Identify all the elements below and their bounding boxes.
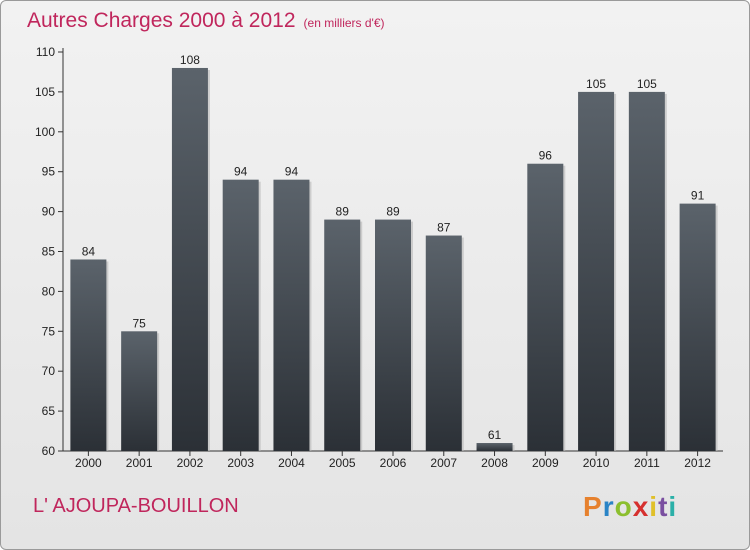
logo-letter: P bbox=[583, 491, 603, 522]
x-tick-label: 2009 bbox=[532, 456, 559, 470]
bar bbox=[628, 91, 665, 452]
logo-letter: o bbox=[614, 491, 633, 522]
bar bbox=[476, 443, 513, 451]
value-label: 91 bbox=[691, 189, 705, 203]
value-label: 94 bbox=[234, 165, 248, 179]
logo-letter: i bbox=[668, 491, 678, 522]
proxiti-logo: Proxiti bbox=[583, 491, 677, 523]
logo-letter: i bbox=[649, 491, 659, 522]
y-tick-label: 90 bbox=[42, 205, 56, 219]
y-tick-label: 80 bbox=[42, 284, 56, 298]
chart-title-unit: (en milliers d'€) bbox=[303, 16, 385, 30]
bar bbox=[222, 179, 259, 451]
x-tick-label: 2005 bbox=[329, 456, 356, 470]
logo-letter: r bbox=[602, 491, 615, 522]
value-label: 94 bbox=[285, 165, 299, 179]
x-tick-label: 2007 bbox=[430, 456, 457, 470]
bar bbox=[375, 219, 411, 451]
value-label: 105 bbox=[637, 77, 657, 91]
chart-title: Autres Charges 2000 à 2012 (en milliers d… bbox=[27, 9, 385, 33]
value-label: 61 bbox=[488, 428, 502, 442]
chart-title-main: Autres Charges 2000 à 2012 bbox=[27, 9, 296, 32]
bar bbox=[578, 91, 615, 452]
bar bbox=[324, 219, 361, 451]
bar bbox=[273, 179, 310, 451]
bars bbox=[70, 67, 718, 452]
x-tick-label: 2008 bbox=[481, 456, 508, 470]
bar bbox=[121, 331, 158, 451]
x-tick-label: 2003 bbox=[227, 456, 254, 470]
value-label: 75 bbox=[132, 316, 146, 330]
x-tick-label: 2002 bbox=[177, 456, 204, 470]
value-label: 89 bbox=[336, 205, 350, 219]
y-tick-label: 70 bbox=[42, 364, 56, 378]
y-tick-label: 95 bbox=[42, 165, 56, 179]
value-label: 105 bbox=[586, 77, 606, 91]
x-tick-label: 2001 bbox=[126, 456, 153, 470]
x-tick-label: 2006 bbox=[380, 456, 407, 470]
x-tick-label: 2012 bbox=[684, 456, 711, 470]
logo-letter: t bbox=[658, 491, 669, 522]
bar bbox=[527, 163, 564, 451]
y-tick-label: 60 bbox=[42, 444, 56, 458]
x-tick-label: 2000 bbox=[75, 456, 102, 470]
bar bbox=[70, 259, 107, 451]
value-label: 108 bbox=[180, 53, 200, 67]
bar bbox=[171, 67, 208, 452]
value-label: 96 bbox=[539, 149, 553, 163]
x-tick-label: 2004 bbox=[278, 456, 305, 470]
value-label: 89 bbox=[386, 205, 400, 219]
y-tick-label: 75 bbox=[42, 324, 56, 338]
bar bbox=[425, 235, 462, 451]
commune-name: L' AJOUPA-BOUILLON bbox=[33, 495, 239, 517]
logo-letter: x bbox=[632, 491, 650, 522]
x-tick-label: 2010 bbox=[583, 456, 610, 470]
y-tick-label: 100 bbox=[35, 125, 55, 139]
y-tick-label: 105 bbox=[35, 85, 55, 99]
y-tick-label: 110 bbox=[36, 45, 55, 59]
bar bbox=[679, 203, 716, 451]
x-tick-label: 2011 bbox=[634, 456, 660, 470]
y-tick-label: 85 bbox=[42, 245, 56, 259]
y-tick-label: 65 bbox=[42, 404, 56, 418]
value-label: 84 bbox=[82, 244, 96, 258]
value-label: 87 bbox=[437, 221, 451, 235]
value-labels: 84 75 108 94 94 89 89 87 61 96 105 105 91 bbox=[82, 53, 705, 442]
